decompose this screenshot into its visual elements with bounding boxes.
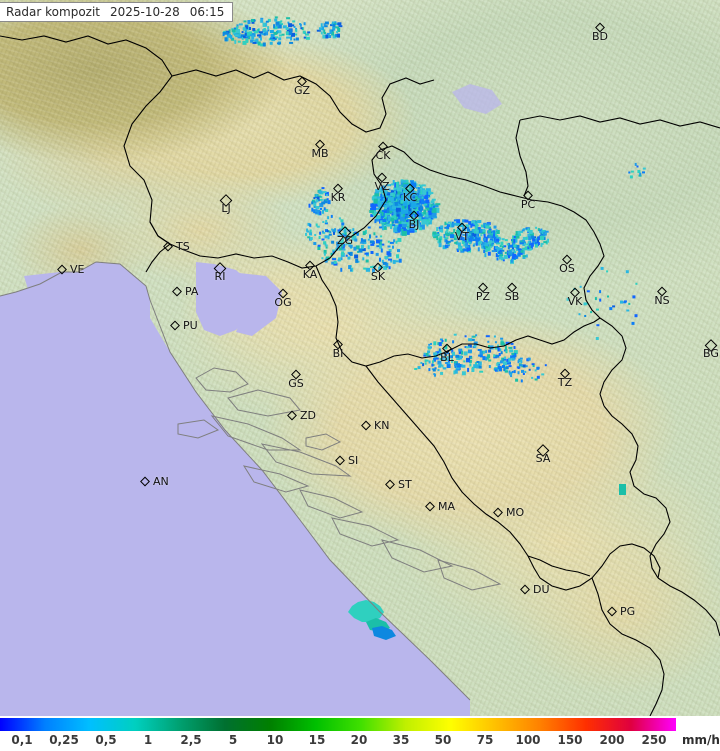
date-label: 2025-10-28 [110,5,180,19]
city-label: ZG [336,234,354,247]
legend-tick-2: 0,5 [95,733,117,747]
legend-tick-1: 0,25 [49,733,79,747]
city-label: BL [440,351,454,364]
city-label: BD [591,30,609,43]
legend-tick-9: 35 [392,733,410,747]
legend-unit-label: mm/h [682,733,720,747]
city-label: NS [654,294,670,307]
legend-tick-12: 100 [515,733,541,747]
city-label: SK [370,270,386,283]
legend-tick-0: 0,1 [11,733,33,747]
legend-tick-4: 2,5 [180,733,202,747]
city-label: KC [402,191,418,204]
borders-layer [0,35,720,716]
map-canvas[interactable]: BD GZ MB CK VZ KR KC LJ PC BJ VT ZG TS SK OS RI KA VE PZ SB… [0,0,720,716]
city-label: SI [348,454,359,467]
city-label: GZ [293,84,311,97]
time-label: 06:15 [189,5,225,19]
city-label: PZ [475,290,491,303]
legend-tick-15: 250 [641,733,667,747]
legend-tick-6: 10 [266,733,284,747]
city-label: SA [535,452,551,465]
legend-tick-3: 1 [143,733,153,747]
city-label: VT [454,230,470,243]
city-label: BG [703,347,719,360]
city-label: MB [311,147,329,160]
city-label: PA [185,285,199,298]
city-label: TZ [557,376,573,389]
product-label: Radar kompozit [6,5,100,19]
city-label: AN [153,475,169,488]
legend-tick-14: 200 [599,733,625,747]
city-label: BJ [408,218,420,231]
city-label: ZD [300,409,317,422]
legend-tick-8: 20 [350,733,368,747]
city-label: TS [176,240,190,253]
city-label: DU [533,583,550,596]
city-label: VK [567,295,583,308]
city-label: VZ [374,180,390,193]
city-label: CK [375,149,391,162]
colorbar [0,718,676,731]
city-label: PC [520,198,536,211]
legend-tick-5: 5 [228,733,238,747]
city-label: ST [398,478,412,491]
city-label: OS [559,262,575,275]
legend-bar: 0,1 0,25 0,5 1 2,5 5 10 15 20 35 50 75 100 150 200 250 m… [0,716,720,751]
city-label: KA [302,268,318,281]
city-label: MO [506,506,525,519]
city-label: KN [374,419,390,432]
city-label: OG [274,296,292,309]
city-label: LJ [221,202,231,215]
radar-echo-layer [222,16,646,640]
city-label: VE [70,263,85,276]
city-label: PU [183,319,198,332]
legend-tick-10: 50 [434,733,452,747]
legend-tick-13: 150 [557,733,583,747]
city-label: MA [438,500,456,513]
city-label: PG [620,605,636,618]
title-bar: Radar kompozit 2025-10-28 06:15 [0,2,234,22]
legend-ticks: 0,1 0,25 0,5 1 2,5 5 10 15 20 35 50 75 100 150 200 250 m… [0,733,720,751]
city-label: SB [504,290,520,303]
legend-tick-11: 75 [476,733,494,747]
city-label: GS [288,377,304,390]
city-label: BI [332,347,344,360]
legend-tick-7: 15 [308,733,326,747]
city-label: KR [330,191,346,204]
city-label: RI [214,270,226,283]
